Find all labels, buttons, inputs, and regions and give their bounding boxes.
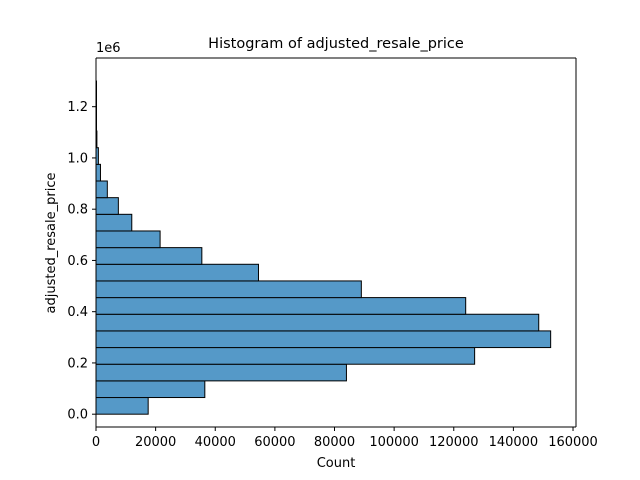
histogram-bar-0 [95, 397, 149, 415]
histogram-bar-3 [95, 347, 476, 365]
y-tick-label: 0.2 [67, 356, 88, 371]
y-axis-label: adjusted_resale_price [44, 173, 59, 314]
y-tick-label: 0.8 [67, 203, 88, 218]
histogram-bar-14 [95, 163, 101, 182]
y-tick-label: 0.0 [67, 408, 88, 423]
y-axis-ticks: 0.0 0.2 0.4 0.6 0.8 1.0 1.2 [67, 100, 96, 423]
histogram-bar-7 [95, 280, 362, 299]
histogram-bar-2 [95, 363, 347, 382]
histogram-bar-1 [95, 380, 206, 399]
x-tick-label: 0 [92, 435, 100, 450]
y-tick-label: 0.4 [67, 305, 88, 320]
histogram-bar-8 [95, 263, 259, 282]
y-offset-label: 1e6 [96, 41, 121, 56]
x-axis-ticks: 0 20000 40000 60000 80000 100000 120000 140000 1… [92, 427, 598, 450]
histogram-bar-5 [95, 313, 540, 332]
axes-group [95, 57, 577, 428]
x-tick-label: 120000 [429, 435, 479, 450]
histogram-bar-6 [95, 297, 467, 315]
x-axis-label: Count [317, 456, 356, 471]
histogram-bar-4 [95, 330, 552, 349]
x-tick-label: 20000 [135, 435, 176, 450]
x-tick-label: 160000 [548, 435, 598, 450]
x-tick-label: 80000 [314, 435, 355, 450]
x-tick-label: 60000 [254, 435, 295, 450]
chart-title: Histogram of adjusted_resale_price [208, 36, 464, 52]
histogram-bar-9 [95, 247, 203, 265]
y-tick-label: 1.2 [67, 100, 88, 115]
y-tick-label: 0.6 [67, 254, 88, 269]
histogram-bar-10 [95, 230, 161, 249]
x-tick-label: 140000 [489, 435, 539, 450]
y-tick-label: 1.0 [67, 151, 88, 166]
x-tick-label: 100000 [369, 435, 419, 450]
histogram-bar-12 [95, 197, 119, 215]
histogram-bar-11 [95, 213, 133, 232]
x-tick-label: 40000 [195, 435, 236, 450]
histogram-bar-13 [95, 180, 108, 199]
